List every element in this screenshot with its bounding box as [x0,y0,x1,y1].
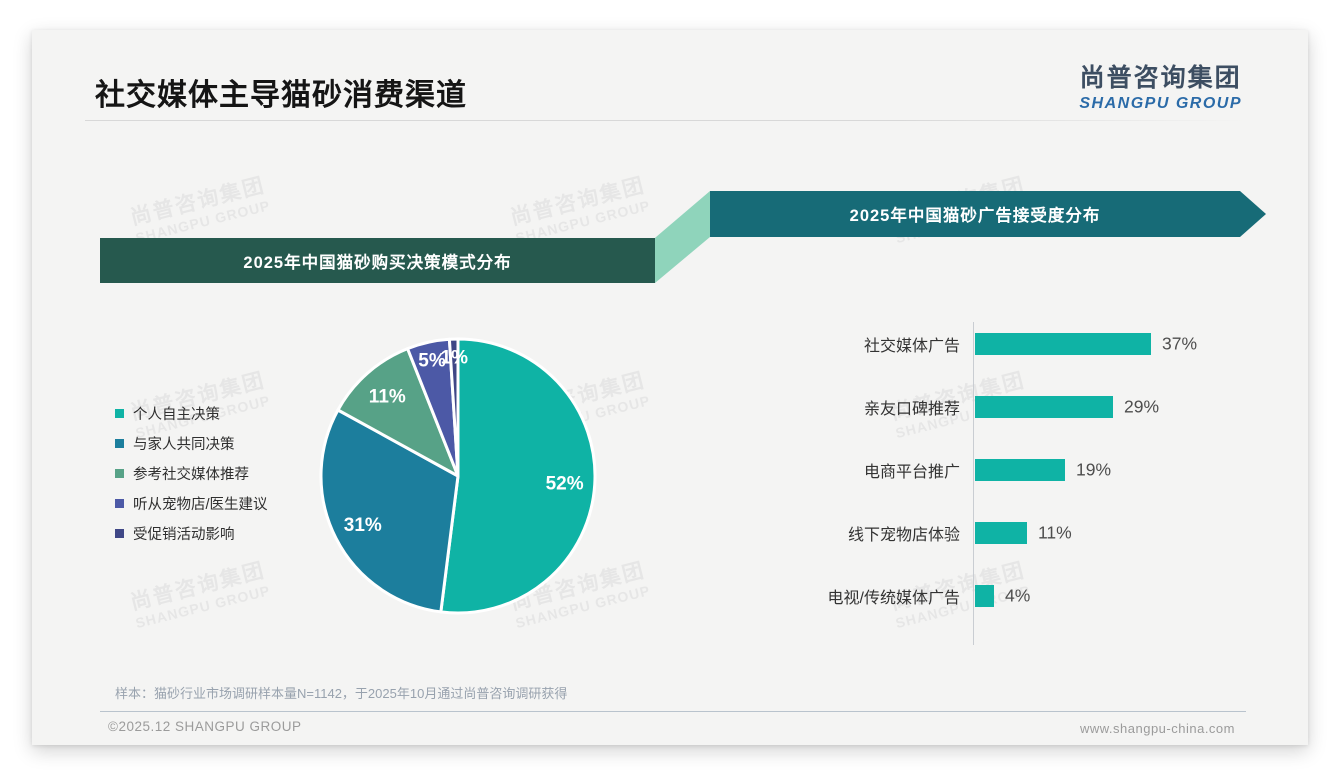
bar-category-label: 电视/传统媒体广告 [827,589,960,607]
bar-category-label: 社交媒体广告 [863,337,960,355]
legend-label: 与家人共同决策 [133,436,235,453]
pie-slice-label: 11% [369,386,406,407]
title-divider [85,120,1247,121]
company-logo: 尚普咨询集团 SHANGPU GROUP [1079,58,1242,113]
legend-marker [115,408,124,418]
logo-english-name: SHANGPU GROUP [1079,95,1242,112]
legend-item: 参考社交媒体推荐 [115,458,268,488]
bar-row: 社交媒体广告 37% [592,312,1272,375]
legend-marker [115,498,124,508]
bar [975,395,1113,418]
bar-row: 线下宠物店体验 11% [592,501,1272,564]
bar-value-label: 19% [1076,459,1112,479]
pie-legend: 个人自主决策 与家人共同决策 参考社交媒体推荐听从宠物店/医生建议 受促销活动影响 [115,398,268,548]
pie-slice [447,337,460,478]
bar-category-label: 亲友口碑推荐 [863,400,960,418]
website-text: www.shangpu-china.com [1079,721,1235,736]
pie-chart-title-banner: 2025年中国猫砂购买决策模式分布 [100,238,655,283]
bar-value-label: 4% [1005,585,1031,605]
bar-category-label: 电商平台推广 [863,463,960,481]
pie-chart-title: 2025年中国猫砂购买决策模式分布 [243,253,512,272]
bar-category-label: 线下宠物店体验 [847,526,960,544]
pie-slice [439,337,597,615]
bar-row: 电商平台推广 19% [592,438,1272,501]
legend-label: 听从宠物店/医生建议 [133,496,268,513]
pie-chart: 52% 31% 11% 5%1% [319,337,597,615]
footer-divider [100,711,1246,712]
page-title: 社交媒体主导猫砂消费渠道 [95,79,467,112]
slide-card: 尚普咨询集团 SHANGPU GROUP 尚普咨询集团 SHANGPU GROUP 尚普… [32,30,1308,745]
bar-chart-title: 2025年中国猫砂广告接受度分布 [849,207,1101,225]
bar-value-label: 11% [1038,522,1072,542]
legend-label: 个人自主决策 [133,406,220,423]
bar-chart: 社交媒体广告 37% 亲友口碑推荐 29% 电商平台推广 19% 线下宠物店体验 11% 电视/… [592,312,1272,652]
banner-connector-ribbon [655,191,710,283]
bar [975,521,1027,544]
bar-row: 电视/传统媒体广告 4% [592,564,1272,627]
legend-label: 受促销活动影响 [133,526,235,543]
legend-marker [115,528,124,538]
legend-label: 参考社交媒体推荐 [133,466,249,483]
bar-value-label: 29% [1124,396,1160,416]
legend-item: 受促销活动影响 [115,518,268,548]
bar [975,458,1065,481]
copyright-text: ©2025.12 SHANGPU GROUP [108,719,302,734]
legend-item: 个人自主决策 [115,398,268,428]
bar-row: 亲友口碑推荐 29% [592,375,1272,438]
bar-chart-axis-line [973,322,974,645]
legend-marker [115,468,124,478]
pie-slice-label: 52% [546,473,584,494]
pie-slice-label: 5% [418,350,446,371]
pie-slice-label: 1% [441,348,469,369]
bar-value-label: 37% [1162,333,1198,353]
legend-marker [115,438,124,448]
legend-item: 听从宠物店/医生建议 [115,488,268,518]
bar-chart-title-banner: 2025年中国猫砂广告接受度分布 [710,191,1266,237]
legend-item: 与家人共同决策 [115,428,268,458]
pie-slice [319,408,460,614]
source-note: 样本：猫砂行业市场调研样本量N=1142，于2025年10月通过尚普咨询调研获得 [115,686,568,701]
bar [975,584,994,607]
pie-slice [336,347,460,478]
logo-chinese-name: 尚普咨询集团 [1079,64,1242,92]
bar [975,332,1151,355]
pie-slice-label: 31% [344,515,382,536]
